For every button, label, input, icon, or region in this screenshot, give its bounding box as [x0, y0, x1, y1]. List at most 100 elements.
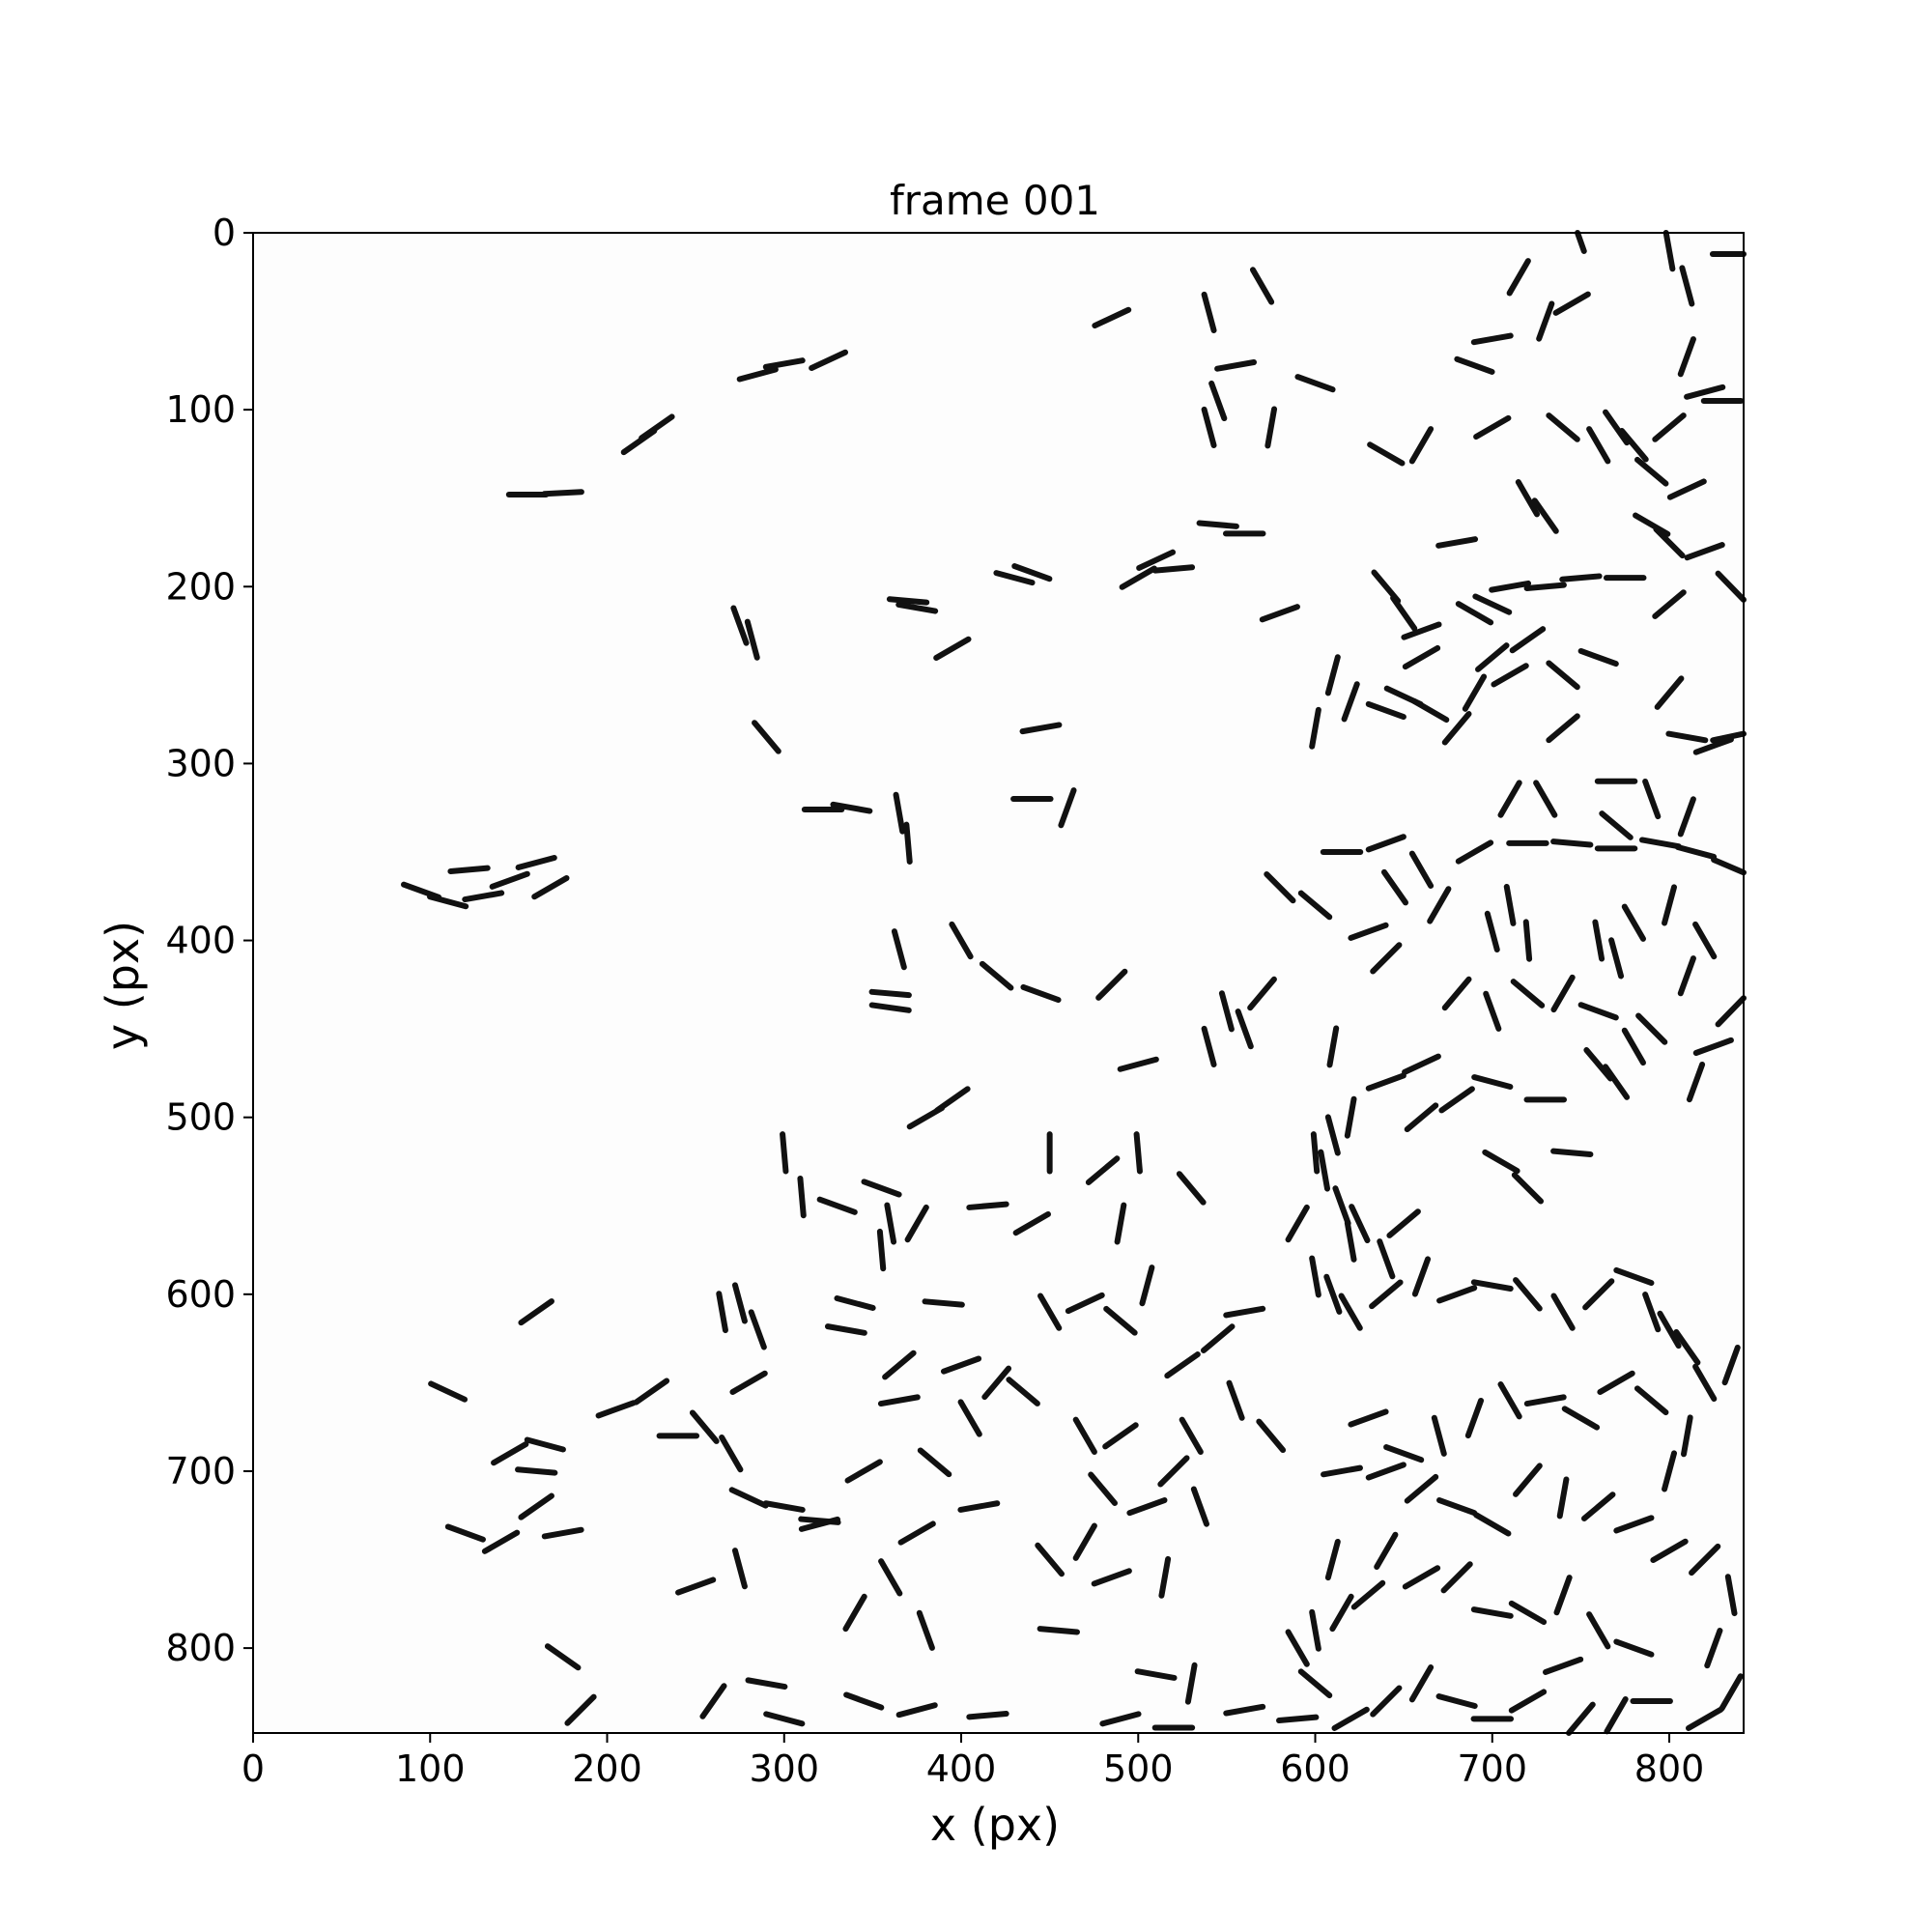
- bacterium-rod: [1020, 983, 1062, 1004]
- y-tick-label: 700: [165, 1450, 236, 1492]
- figure-title: frame 001: [890, 177, 1100, 224]
- bacterium-rod: [1470, 1279, 1514, 1293]
- bacterium-rod: [1410, 697, 1450, 724]
- x-tick-label: 100: [395, 1747, 466, 1790]
- bacterium-rod: [1256, 1418, 1287, 1454]
- bacterium-rod: [689, 1409, 720, 1444]
- bacterium-rod: [1431, 1414, 1447, 1457]
- bacterium-rod: [1473, 414, 1512, 440]
- bacterium-rod: [1367, 441, 1406, 467]
- bacterium-rod: [1088, 1471, 1118, 1507]
- y-tick-label: 500: [165, 1096, 236, 1139]
- bacterium-rod: [1677, 955, 1696, 997]
- bacterium-rod: [745, 1677, 788, 1690]
- bacterium-rod: [1462, 673, 1488, 712]
- bacterium-rod: [1223, 1703, 1266, 1717]
- bacterium-rod: [1550, 1293, 1576, 1331]
- bacterium-rod: [1011, 563, 1053, 582]
- bacterium-rod: [544, 1643, 582, 1671]
- bacterium-rod: [1151, 564, 1196, 574]
- bacterium-rod: [1556, 1476, 1570, 1520]
- bacterium-rod: [1634, 456, 1669, 487]
- bacterium-rod: [1489, 580, 1532, 593]
- bacterium-rod: [1411, 1256, 1432, 1297]
- bacterium-rod: [1471, 1074, 1514, 1091]
- bacterium-rod: [1704, 1628, 1723, 1669]
- bacterium-rod: [1684, 384, 1726, 400]
- bacterium-rod: [1157, 1455, 1190, 1488]
- bacterium-rod: [1666, 478, 1707, 500]
- bacterium-rod: [1102, 1422, 1139, 1450]
- bacterium-rod: [1386, 1208, 1421, 1238]
- bacterium-rod: [1092, 306, 1132, 329]
- bacterium-rod: [1509, 626, 1547, 654]
- bacterium-rod: [518, 1298, 554, 1326]
- bacterium-rod: [1689, 1543, 1721, 1577]
- bacterium-rod: [719, 1434, 744, 1473]
- bacterium-rod: [1310, 1131, 1321, 1175]
- bacterium-rod: [1309, 1255, 1321, 1298]
- bacterium-rod: [1619, 428, 1649, 463]
- bacterium-rod: [1341, 681, 1360, 723]
- bacterium-rod: [1599, 810, 1634, 840]
- bacterium-rod: [1546, 713, 1580, 744]
- bacterium-rod: [1285, 1204, 1310, 1243]
- y-tick-label: 300: [165, 742, 236, 784]
- bacterium-rod: [1164, 1351, 1201, 1379]
- bacterium-rod: [462, 890, 505, 903]
- bacterium-rod: [1506, 258, 1531, 297]
- bacterium-rod: [1455, 839, 1494, 865]
- bacterium-rod: [1638, 837, 1682, 850]
- axes-frame: [252, 232, 1745, 1734]
- bacterium-rod: [1370, 942, 1403, 975]
- bacterium-rod: [1559, 573, 1603, 582]
- bacterium-rod: [1621, 1027, 1647, 1066]
- bacterium-rod: [1365, 1462, 1406, 1481]
- bacterium-rod: [1582, 1278, 1615, 1311]
- bacterium-rod: [1012, 1210, 1051, 1236]
- bacterium-rod: [940, 1355, 982, 1375]
- bacterium-rod: [1546, 412, 1580, 442]
- x-tick-label: 800: [1634, 1747, 1705, 1790]
- bacterium-rod: [1580, 1492, 1616, 1521]
- bacterium-rod: [1184, 1662, 1198, 1705]
- bacterium-rod: [1692, 1037, 1734, 1057]
- bacterium-rod: [1686, 1061, 1706, 1103]
- bacterium-rod: [1566, 1701, 1596, 1736]
- x-tick-label: 200: [572, 1747, 642, 1790]
- bacterium-rod: [633, 1378, 670, 1406]
- bacterium-rod: [798, 1516, 840, 1532]
- bacterium-rod: [1117, 1056, 1159, 1072]
- bacterium-rod: [1408, 426, 1435, 465]
- bacterium-rod: [830, 801, 873, 814]
- bacterium-rod: [1218, 990, 1235, 1033]
- bacterium-rod: [491, 1441, 529, 1466]
- bacterium-rod: [1408, 850, 1435, 889]
- bacterium-rod: [1404, 1473, 1439, 1504]
- y-tick-label: 0: [213, 212, 236, 254]
- x-axis-ticks: 0 100 200 300 400 500 600 700 800: [242, 1733, 1704, 1790]
- bacterium-rod: [1455, 601, 1494, 626]
- bacterium-rod: [1692, 921, 1718, 960]
- bacterium-rod: [1597, 1370, 1635, 1396]
- bacterium-rod: [1577, 647, 1619, 668]
- bacterium-rod: [1642, 1292, 1662, 1333]
- x-tick-label: 600: [1280, 1747, 1350, 1790]
- bacterium-rod: [730, 605, 750, 646]
- bacterium-rod: [1126, 1497, 1168, 1517]
- bacterium-rod: [1677, 796, 1696, 838]
- bacterium-rod: [1401, 621, 1442, 640]
- bacterium-rod: [1536, 300, 1555, 342]
- bacterium-rod: [515, 1466, 558, 1476]
- bacterium-rod: [1072, 1416, 1097, 1455]
- bacterium-rod: [868, 988, 912, 999]
- bacterium-rod: [1653, 526, 1686, 559]
- bacterium-rod: [1441, 711, 1472, 746]
- bacterium-rod: [744, 618, 760, 661]
- bacterium-rod: [1103, 1305, 1138, 1336]
- bacterium-rod: [1635, 1012, 1668, 1045]
- bacterium-rod: [1711, 857, 1747, 876]
- bacterium-rod: [1510, 979, 1546, 1009]
- bacterium-rod: [762, 357, 806, 370]
